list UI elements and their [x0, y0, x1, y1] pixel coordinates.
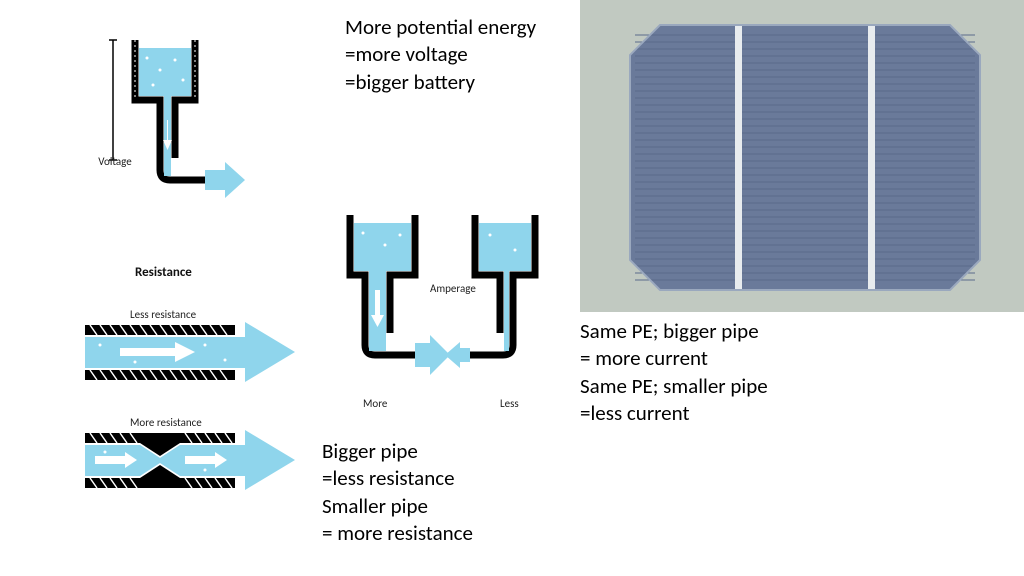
amperage-less-label: Less: [500, 397, 519, 410]
voltage-text: More potential energy =more voltage =big…: [345, 14, 536, 96]
voltage-label: Voltage: [95, 155, 135, 168]
resistance-title: Resistance: [135, 265, 192, 280]
amperage-diagram: [335, 205, 565, 395]
amperage-label: Amperage: [430, 282, 476, 295]
amperage-text: Same PE; bigger pipe = more current Same…: [580, 318, 768, 427]
more-resistance-pipe: [85, 428, 305, 498]
voltage-diagram: [105, 30, 285, 230]
solar-cell-image: [580, 0, 1024, 312]
resistance-text: Bigger pipe =less resistance Smaller pip…: [322, 438, 473, 547]
amperage-more-label: More: [363, 397, 387, 410]
less-resistance-pipe: [85, 320, 305, 390]
